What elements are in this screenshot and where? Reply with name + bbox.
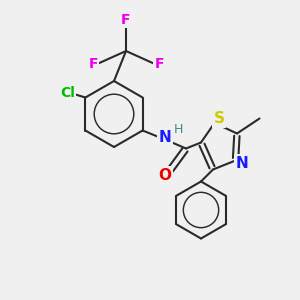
Text: Cl: Cl (60, 86, 75, 100)
Text: F: F (121, 13, 131, 26)
Text: F: F (154, 58, 164, 71)
Text: H: H (174, 122, 183, 136)
Text: O: O (158, 168, 172, 183)
Text: S: S (214, 111, 224, 126)
Text: N: N (236, 156, 248, 171)
Text: F: F (88, 58, 98, 71)
Text: N: N (159, 130, 171, 145)
